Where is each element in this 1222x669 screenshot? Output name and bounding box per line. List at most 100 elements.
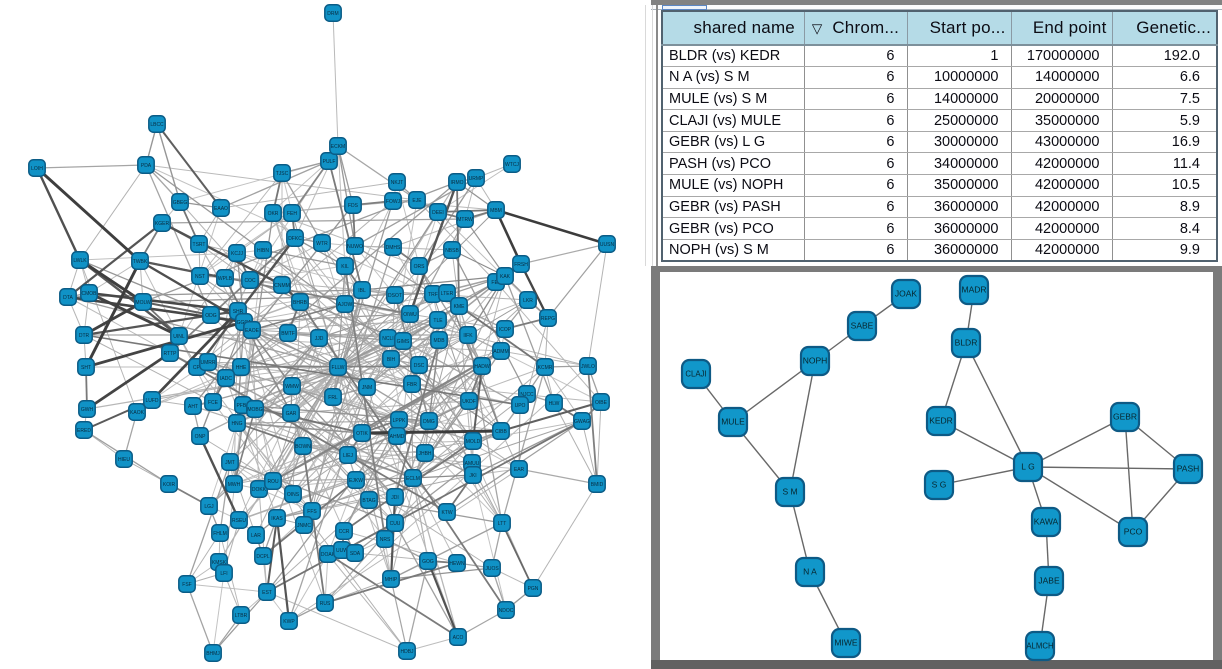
svg-text:UINL: UINL (173, 334, 185, 340)
svg-text:JUOS: JUOS (485, 566, 499, 572)
svg-text:MOBG: MOBG (247, 407, 262, 413)
svg-text:AHMD: AHMD (390, 434, 405, 440)
svg-text:ADMM: ADMM (493, 349, 508, 355)
svg-text:EST: EST (262, 590, 272, 596)
svg-text:IRMO: IRMO (450, 180, 463, 186)
svg-text:EAAO: EAAO (214, 206, 228, 212)
svg-text:LKR: LKR (523, 298, 533, 304)
svg-text:IKAS: IKAS (271, 516, 283, 522)
svg-text:JDI: JDI (391, 495, 399, 501)
svg-text:KME: KME (454, 304, 466, 310)
svg-text:HIBN: HIBN (257, 248, 269, 254)
svg-text:BMID: BMID (591, 482, 604, 488)
svg-text:LGJ: LGJ (204, 504, 214, 510)
svg-text:S M: S M (782, 487, 797, 497)
svg-text:S G: S G (932, 480, 947, 490)
svg-text:KCMR: KCMR (538, 365, 553, 371)
svg-text:PDA: PDA (141, 163, 152, 169)
svg-text:MULE: MULE (721, 417, 745, 427)
svg-text:MTRW: MTRW (457, 217, 473, 223)
svg-text:MHIP: MHIP (385, 577, 398, 583)
svg-text:SHT: SHT (81, 365, 91, 371)
svg-text:DEEI: DEEI (432, 210, 444, 216)
svg-text:NOPH: NOPH (803, 356, 828, 366)
svg-text:JNMC: JNMC (297, 523, 311, 529)
svg-text:GIMS: GIMS (397, 339, 410, 345)
svg-text:EJE: EJE (412, 198, 422, 204)
svg-text:JOAK: JOAK (895, 289, 918, 299)
svg-text:WTR: WTR (316, 241, 328, 247)
svg-text:UUW: UUW (336, 548, 348, 554)
svg-text:CMOB: CMOB (82, 291, 98, 297)
svg-text:MOLD: MOLD (466, 439, 481, 445)
svg-text:HADW: HADW (474, 364, 490, 370)
svg-text:LUFD: LUFD (145, 398, 158, 404)
svg-text:L G: L G (1021, 462, 1034, 472)
svg-text:LFI: LFI (220, 571, 227, 577)
svg-text:FRL: FRL (328, 395, 338, 401)
svg-text:TRF: TRF (428, 292, 438, 298)
svg-text:OKR: OKR (268, 211, 279, 217)
svg-text:JKI: JKI (469, 473, 476, 479)
svg-text:JNM: JNM (362, 385, 372, 391)
svg-text:BLDR: BLDR (955, 338, 978, 348)
svg-text:LWLK: LWLK (73, 258, 87, 264)
svg-text:ALMCH: ALMCH (1026, 642, 1053, 651)
svg-text:EAR: EAR (514, 467, 525, 473)
svg-text:GOG: GOG (422, 559, 434, 565)
svg-text:FEL: FEL (491, 280, 500, 286)
svg-text:KOIR: KOIR (163, 482, 176, 488)
svg-text:JMT: JMT (225, 460, 235, 466)
svg-text:CCR: CCR (339, 529, 350, 535)
svg-text:KMSK: KMSK (212, 560, 227, 566)
svg-text:IADC: IADC (220, 376, 232, 382)
svg-text:DSOT: DSOT (388, 293, 402, 299)
svg-text:JHBH: JHBH (418, 451, 431, 457)
svg-text:SABE: SABE (851, 321, 874, 331)
svg-text:COC: COC (244, 278, 256, 284)
svg-text:NRS: NRS (380, 537, 391, 543)
svg-text:SDA: SDA (350, 551, 361, 557)
svg-text:JWLO: JWLO (581, 364, 595, 370)
svg-text:GWH: GWH (81, 407, 94, 413)
svg-text:OIWU: OIWU (403, 312, 417, 318)
svg-text:FFS: FFS (307, 509, 317, 515)
svg-text:OIBE: OIBE (595, 400, 608, 406)
svg-text:MOLW: MOLW (135, 300, 150, 306)
svg-text:TSRT: TSRT (193, 242, 206, 248)
svg-text:REPG: REPG (541, 316, 555, 322)
svg-text:RUS: RUS (320, 601, 331, 607)
svg-text:LTBR: LTBR (235, 613, 248, 619)
svg-text:LBCC: LBCC (150, 122, 164, 128)
svg-text:FSF: FSF (182, 582, 191, 588)
svg-text:JJD: JJD (315, 336, 324, 342)
svg-text:FLLW: FLLW (332, 365, 345, 371)
svg-text:OTIK: OTIK (356, 431, 368, 437)
svg-text:UKDF: UKDF (462, 399, 476, 405)
svg-text:MBM: MBM (490, 208, 502, 214)
svg-text:FCE: FCE (208, 400, 219, 406)
svg-text:AJOW: AJOW (338, 302, 353, 308)
svg-text:WPLB: WPLB (218, 276, 233, 282)
svg-text:JABE: JABE (1038, 576, 1060, 586)
svg-text:MADR: MADR (961, 285, 986, 295)
svg-text:TJSC: TJSC (276, 171, 289, 177)
svg-text:LTER: LTER (441, 291, 454, 297)
svg-text:CPI: CPI (193, 365, 201, 371)
svg-text:UMRR: UMRR (201, 360, 216, 366)
svg-text:PGN: PGN (528, 586, 539, 592)
svg-text:BHRB: BHRB (293, 300, 308, 306)
svg-text:UPO: UPO (515, 403, 526, 409)
svg-text:MIWE: MIWE (834, 638, 857, 648)
svg-text:HEWN: HEWN (449, 561, 465, 567)
svg-text:EJKW: EJKW (349, 478, 363, 484)
svg-text:KAK: KAK (500, 274, 511, 280)
svg-text:CLAJI: CLAJI (685, 370, 706, 379)
svg-text:NUWO: NUWO (347, 244, 363, 250)
svg-text:LOIH: LOIH (31, 166, 43, 172)
svg-text:EAOE: EAOE (245, 328, 260, 334)
svg-text:ORS: ORS (414, 264, 426, 270)
svg-text:GBEG: GBEG (173, 200, 188, 206)
svg-text:IBL: IBL (358, 288, 366, 294)
svg-text:NKJT: NKJT (391, 180, 404, 186)
